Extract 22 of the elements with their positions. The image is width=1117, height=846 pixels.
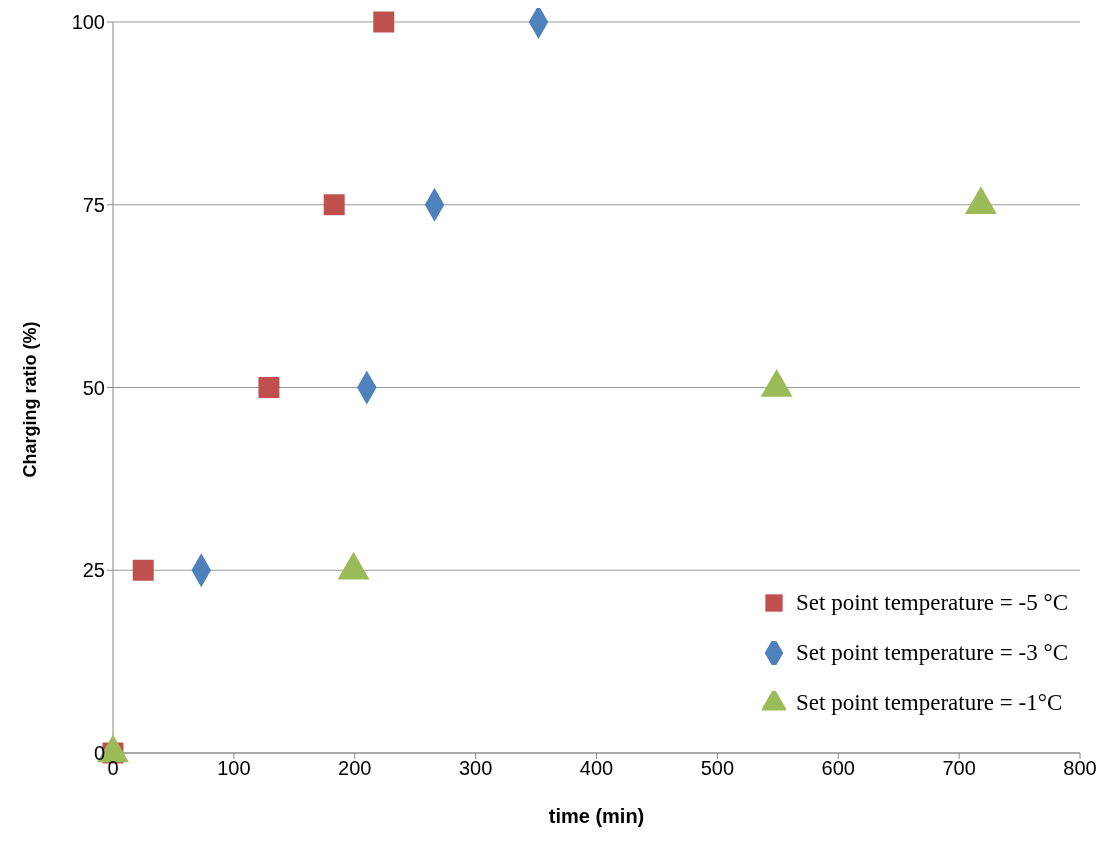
- y-tick-label: 75: [82, 193, 105, 216]
- y-axis-title: Charging ratio (%): [20, 321, 41, 478]
- x-axis-title: time (min): [548, 805, 645, 827]
- x-tick-label: 500: [700, 757, 735, 780]
- legend-label: Set point temperature = -3 °C: [796, 640, 1068, 666]
- point: [132, 559, 154, 581]
- x-tick-label: 0: [107, 757, 119, 780]
- x-tick-label: 800: [1063, 757, 1097, 780]
- point: [258, 377, 280, 398]
- y-tick-label: 100: [71, 11, 105, 34]
- x-tick-label: 600: [821, 757, 855, 780]
- point: [373, 11, 395, 33]
- x-tick-label: 300: [458, 757, 493, 780]
- y-tick-label: 25: [82, 559, 105, 582]
- legend-label: Set point temperature = -5 °C: [796, 590, 1068, 616]
- y-tick-label: 50: [82, 376, 105, 399]
- x-tick-label: 400: [579, 757, 614, 780]
- point: [323, 194, 345, 216]
- x-tick-label: 100: [217, 757, 251, 780]
- x-tick-label: 700: [942, 757, 976, 780]
- legend-label: Set point temperature = -1°C: [796, 690, 1063, 716]
- x-tick-label: 200: [338, 757, 372, 780]
